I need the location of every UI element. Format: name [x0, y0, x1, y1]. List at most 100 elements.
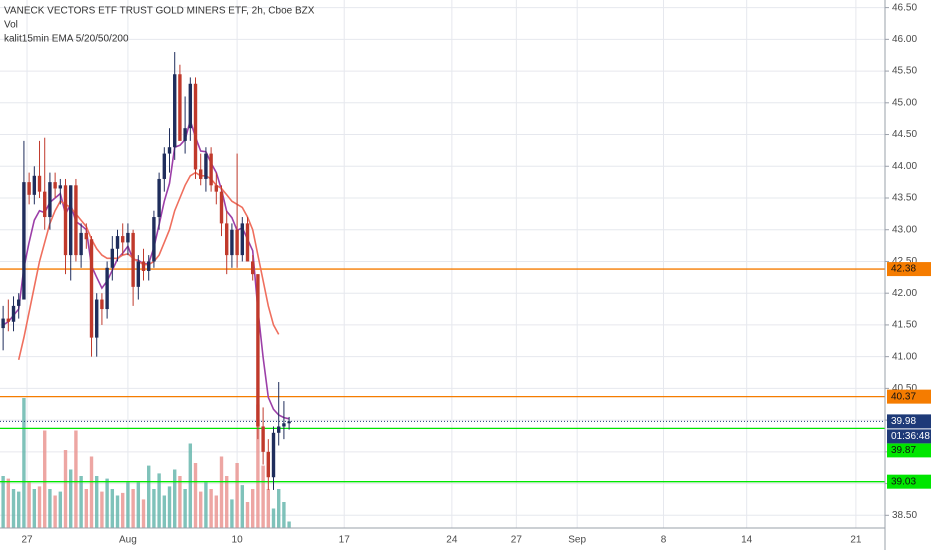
- candle-body: [74, 185, 78, 256]
- volume-bar: [58, 491, 63, 528]
- candle-body: [204, 153, 208, 179]
- legend-vol: Vol: [4, 20, 18, 31]
- volume-bar: [178, 476, 182, 528]
- price-tag-bg: [887, 262, 931, 277]
- volume-bar: [251, 489, 255, 528]
- axis: 38.5039.0039.5040.0040.5041.0041.5042.00…: [21, 2, 917, 545]
- volume-bar: [188, 443, 193, 528]
- candle-body: [136, 261, 141, 287]
- price-tag-bg: [887, 443, 931, 458]
- candle-body: [58, 185, 63, 189]
- candle-body: [53, 182, 57, 189]
- candle-body: [235, 229, 239, 256]
- candle-body: [126, 232, 130, 243]
- x-tick-label: 27: [511, 535, 523, 546]
- volume-bar: [48, 489, 52, 528]
- candle-body: [152, 217, 156, 262]
- candle-body: [282, 423, 286, 427]
- candle-body: [173, 74, 177, 148]
- volume-bar: [193, 463, 198, 528]
- candle-body: [115, 236, 120, 249]
- volume-bar: [32, 489, 37, 528]
- price-tag-bg: [887, 474, 931, 489]
- candle-body: [43, 191, 47, 218]
- x-tick-label: 21: [850, 535, 862, 546]
- volume-bar: [115, 495, 120, 528]
- price-tag: 39.03: [891, 476, 916, 487]
- levels: [0, 268, 885, 483]
- candle-body: [63, 185, 68, 256]
- candle-body: [121, 236, 125, 243]
- price-tag: 40.37: [891, 391, 916, 402]
- candle-body: [162, 153, 167, 179]
- y-tick-label: 41.00: [892, 351, 917, 362]
- candle-body: [89, 239, 94, 338]
- volume-bar: [22, 398, 26, 528]
- candle-body: [240, 223, 245, 256]
- volume-bar: [199, 491, 203, 528]
- candle-body: [79, 232, 83, 256]
- volume-bar: [282, 502, 286, 528]
- x-tick-label: 24: [446, 535, 458, 546]
- legend-ema: kalit15min EMA 5/20/50/200: [4, 34, 129, 45]
- volume-bar: [219, 456, 224, 528]
- x-tick-label: 17: [339, 535, 351, 546]
- candle-body: [188, 83, 193, 129]
- candle-body: [37, 175, 42, 192]
- candle-body: [183, 128, 187, 141]
- y-tick-label: 43.50: [892, 193, 917, 204]
- y-tick-label: 42.00: [892, 288, 917, 299]
- volume-bar: [105, 478, 109, 528]
- volume-bar: [162, 495, 167, 528]
- candle-body: [256, 274, 260, 427]
- y-tick-label: 45.00: [892, 97, 917, 108]
- volume-bar: [256, 404, 260, 528]
- volume-bar: [214, 495, 219, 528]
- volume-bar: [79, 476, 83, 528]
- volume-bar: [141, 499, 146, 528]
- candle-body: [32, 175, 37, 195]
- candle-body: [266, 451, 271, 478]
- volume-bar: [167, 486, 172, 528]
- candle-body: [17, 299, 21, 306]
- volume-bar: [183, 489, 187, 528]
- chart-title: VANECK VECTORS ETF TRUST GOLD MINERS ETF…: [4, 6, 315, 17]
- x-tick-label: 27: [21, 535, 33, 546]
- candle-body: [141, 261, 146, 271]
- candle-body: [287, 421, 291, 424]
- volume-bar: [126, 482, 130, 528]
- y-tick-label: 44.00: [892, 161, 917, 172]
- candle-body: [199, 169, 203, 179]
- candle-body: [245, 223, 250, 262]
- candle-body: [100, 299, 104, 310]
- x-tick-label: 8: [661, 535, 667, 546]
- volume-bar: [261, 465, 265, 528]
- candle-body: [225, 223, 229, 256]
- volume-bar: [230, 499, 234, 528]
- volume-bar: [11, 489, 16, 528]
- volume-bar: [225, 476, 229, 528]
- candle-body: [147, 261, 151, 271]
- volume-bar: [17, 491, 21, 528]
- candle-body: [84, 232, 89, 240]
- y-tick-label: 46.50: [892, 2, 917, 13]
- volume-bar: [69, 469, 73, 528]
- candle-body: [48, 182, 52, 218]
- y-tick-label: 46.00: [892, 34, 917, 45]
- candle-body: [110, 248, 115, 268]
- volume: [1, 398, 291, 528]
- price-tag: 39.87: [891, 445, 916, 456]
- volume-bar: [53, 495, 57, 528]
- candle-body: [95, 299, 99, 338]
- volume-bar: [209, 489, 213, 528]
- y-tick-label: 42.50: [892, 256, 917, 267]
- volume-bar: [240, 485, 245, 528]
- candle-body: [178, 74, 182, 141]
- candle-body: [22, 182, 26, 300]
- y-tick-label: 43.00: [892, 224, 917, 235]
- y-tick-label: 40.50: [892, 383, 917, 394]
- volume-bar: [245, 502, 250, 528]
- candle-body: [251, 261, 255, 275]
- candle-body: [209, 153, 213, 186]
